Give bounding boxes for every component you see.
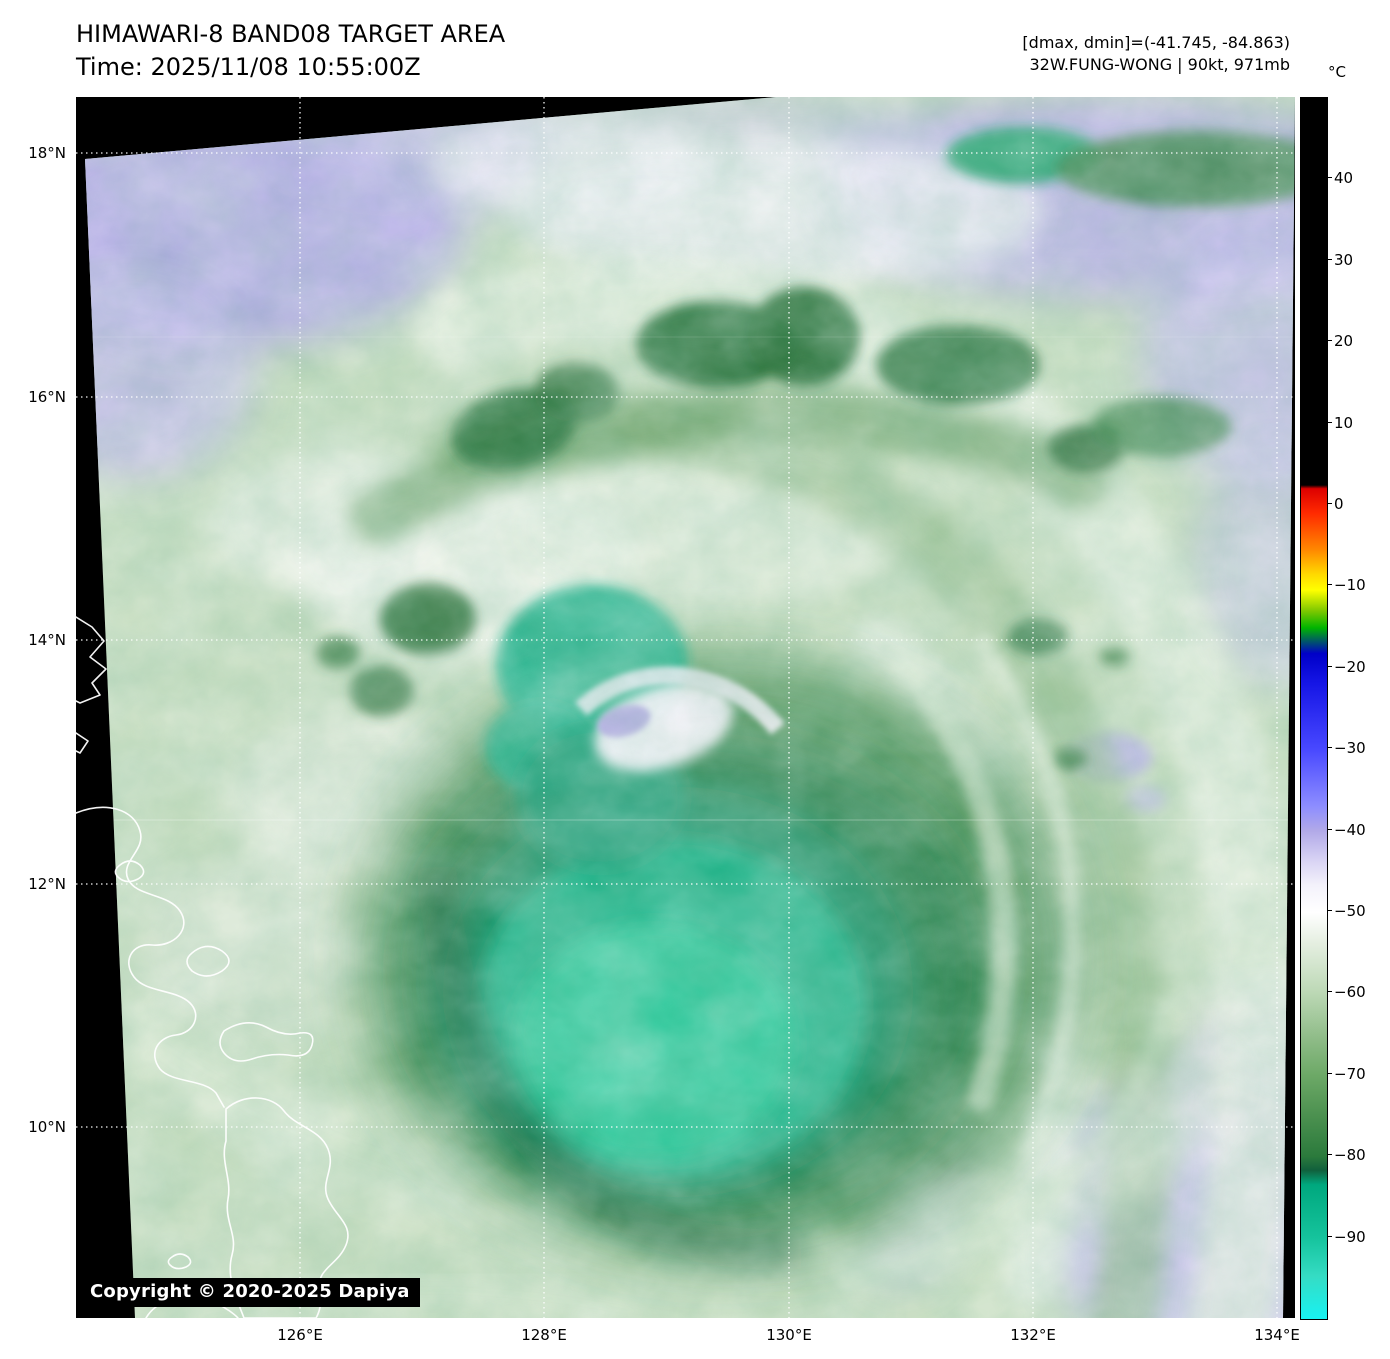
gridlines [76, 97, 1295, 1318]
lon-label-126E: 126°E [277, 1326, 323, 1344]
lat-label-10N: 10°N [28, 1118, 66, 1136]
copyright-banner: Copyright © 2020-2025 Dapiya [80, 1278, 420, 1307]
satellite-image [76, 97, 1295, 1318]
cb-tick-10: 10 [1326, 413, 1354, 432]
lat-label-16N: 16°N [28, 388, 66, 406]
cloud-layer [85, 97, 1295, 1318]
lon-label-132E: 132°E [1010, 1326, 1056, 1344]
lon-label-134E: 134°E [1254, 1326, 1300, 1344]
lat-label-12N: 12°N [28, 875, 66, 893]
cb-tick--70: −70 [1327, 1064, 1366, 1083]
cb-tick--30: −30 [1327, 739, 1366, 758]
cb-tick--60: −60 [1327, 983, 1366, 1002]
cb-tick--50: −50 [1327, 902, 1366, 920]
lat-label-14N: 14°N [28, 631, 66, 649]
cb-tick--10: −10 [1327, 576, 1366, 595]
satellite-map: Copyright © 2020-2025 Dapiya [76, 97, 1295, 1318]
cb-tick--90: −90 [1327, 1227, 1366, 1246]
colorbar-unit-label: °C [1328, 63, 1346, 81]
cb-tick--40: −40 [1327, 820, 1366, 839]
header-right: [dmax, dmin]=(-41.745, -84.863) 32W.FUNG… [1022, 32, 1290, 76]
dmax-dmin-readout: [dmax, dmin]=(-41.745, -84.863) [1022, 33, 1290, 52]
page-title: HIMAWARI-8 BAND08 TARGET AREA [76, 20, 506, 48]
temperature-colorbar [1300, 97, 1328, 1320]
timestamp: Time: 2025/11/08 10:55:00Z [76, 53, 421, 81]
cb-tick--80: −80 [1327, 1146, 1366, 1165]
cb-tick-40: 40 [1326, 169, 1354, 188]
colorbar-tick-labels: 40 30 20 10 0 −10 −20 −30 −40 −50 −60 −7… [1326, 97, 1388, 1318]
lon-label-128E: 128°E [521, 1326, 567, 1344]
storm-info: 32W.FUNG-WONG | 90kt, 971mb [1029, 55, 1290, 74]
lon-label-130E: 130°E [766, 1326, 812, 1344]
cb-tick-20: 20 [1326, 332, 1354, 351]
cb-tick--20: −20 [1327, 657, 1366, 676]
lat-label-18N: 18°N [28, 144, 66, 162]
cb-tick-0: 0 [1327, 494, 1344, 513]
cb-tick-30: 30 [1326, 250, 1354, 269]
